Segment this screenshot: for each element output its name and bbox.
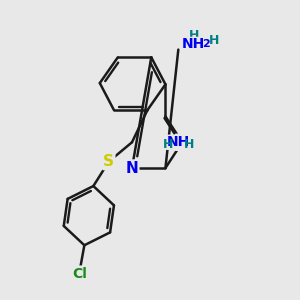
Text: H: H [163,138,173,152]
Text: NH: NH [167,135,190,149]
Text: S: S [103,154,114,169]
Text: H: H [189,29,199,43]
Text: N: N [176,135,189,150]
Text: NH: NH [182,38,206,52]
Text: H: H [209,34,219,47]
Text: H: H [183,138,194,152]
Text: N: N [126,160,138,175]
Text: Cl: Cl [72,267,87,280]
Text: 2: 2 [202,40,210,50]
